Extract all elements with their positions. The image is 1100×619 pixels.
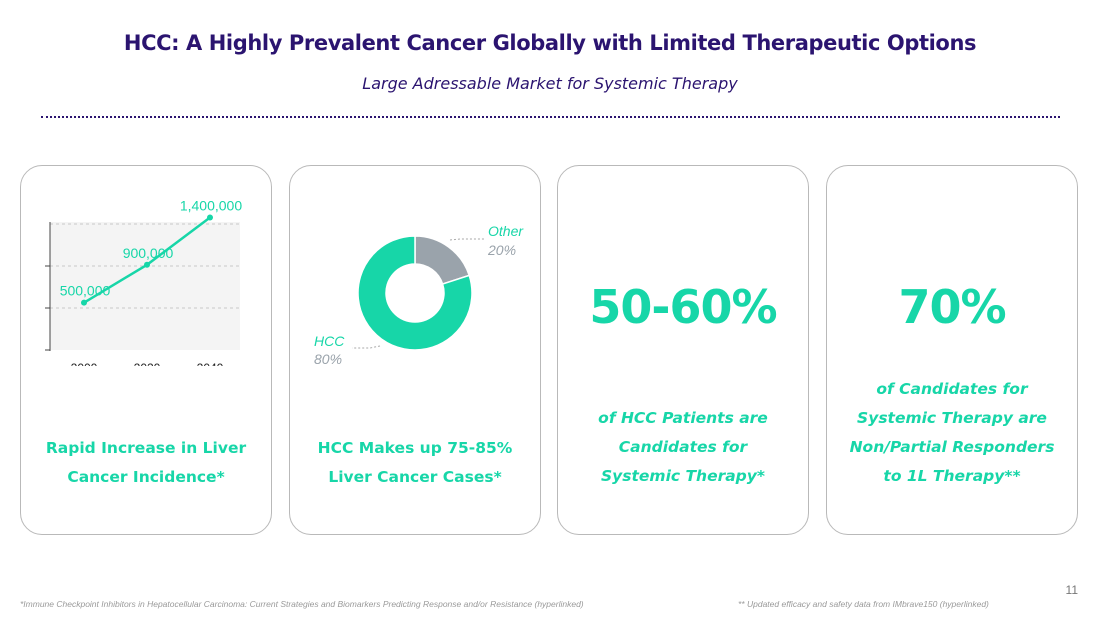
card-caption: of HCC Patients are Candidates for Syste… <box>558 404 808 491</box>
footnote-left-link[interactable]: *Immune Checkpoint Inhibitors in Hepatoc… <box>20 599 584 609</box>
caption-line: Liver Cancer Cases* <box>328 468 502 486</box>
dotted-divider <box>41 116 1060 118</box>
slice-name-label: Other <box>488 223 524 239</box>
x-tick-label: 2020 <box>134 361 161 366</box>
donut-slice <box>357 235 473 351</box>
data-label: 900,000 <box>123 245 174 261</box>
x-tick-label: 2000 <box>71 361 98 366</box>
big-stat-value: 50-60% <box>589 280 777 334</box>
x-tick-label: 2040 <box>197 361 224 366</box>
leader-line <box>352 345 381 349</box>
plot-area-background <box>50 222 240 350</box>
card-caption: Rapid Increase in Liver Cancer Incidence… <box>21 434 271 492</box>
caption-line: Non/Partial Responders <box>849 438 1055 456</box>
data-point <box>207 214 213 221</box>
card-non-responders: 70% of Candidates for Systemic Therapy a… <box>826 165 1078 535</box>
slice-name-label: HCC <box>314 333 345 349</box>
slice-value-label: 80% <box>314 351 342 367</box>
caption-line: of Candidates for <box>876 380 1028 398</box>
card-caption: HCC Makes up 75-85% Liver Cancer Cases* <box>290 434 540 492</box>
incidence-line-chart: 500,000 2000 900,000 2020 1,400,000 2040 <box>45 197 242 366</box>
caption-line: Cancer Incidence* <box>67 468 225 486</box>
donut-slice <box>414 235 471 285</box>
page-title: HCC: A Highly Prevalent Cancer Globally … <box>123 31 977 55</box>
footnote-right-link[interactable]: ** Updated efficacy and safety data from… <box>738 599 989 609</box>
big-stat-value: 70% <box>898 280 1006 334</box>
data-point <box>144 261 150 268</box>
page-subtitle: Large Adressable Market for Systemic The… <box>362 74 738 93</box>
leader-line <box>449 238 484 241</box>
page-number: 11 <box>1065 583 1078 597</box>
card-caption: of Candidates for Systemic Therapy are N… <box>827 375 1077 491</box>
data-label: 1,400,000 <box>180 197 242 213</box>
slice-value-label: 20% <box>487 242 516 258</box>
hcc-share-donut-chart: Other 20% HCC 80% <box>314 223 524 367</box>
data-label: 500,000 <box>60 283 111 299</box>
card-hcc-share: Other 20% HCC 80% HCC Makes up 75-85% Liver… <box>289 165 541 535</box>
caption-line: Systemic Therapy are <box>857 409 1047 427</box>
card-incidence: 500,000 2000 900,000 2020 1,400,000 2040 Rapi… <box>20 165 272 535</box>
card-systemic-candidates: 50-60% of HCC Patients are Candidates fo… <box>557 165 809 535</box>
caption-line: Candidates for <box>618 438 748 456</box>
data-point <box>81 299 87 306</box>
caption-line: HCC Makes up 75-85% <box>317 439 513 457</box>
caption-line: Rapid Increase in Liver <box>45 439 247 457</box>
caption-line: Systemic Therapy* <box>601 467 765 485</box>
caption-line: of HCC Patients are <box>598 409 768 427</box>
caption-line: to 1L Therapy** <box>883 467 1021 485</box>
